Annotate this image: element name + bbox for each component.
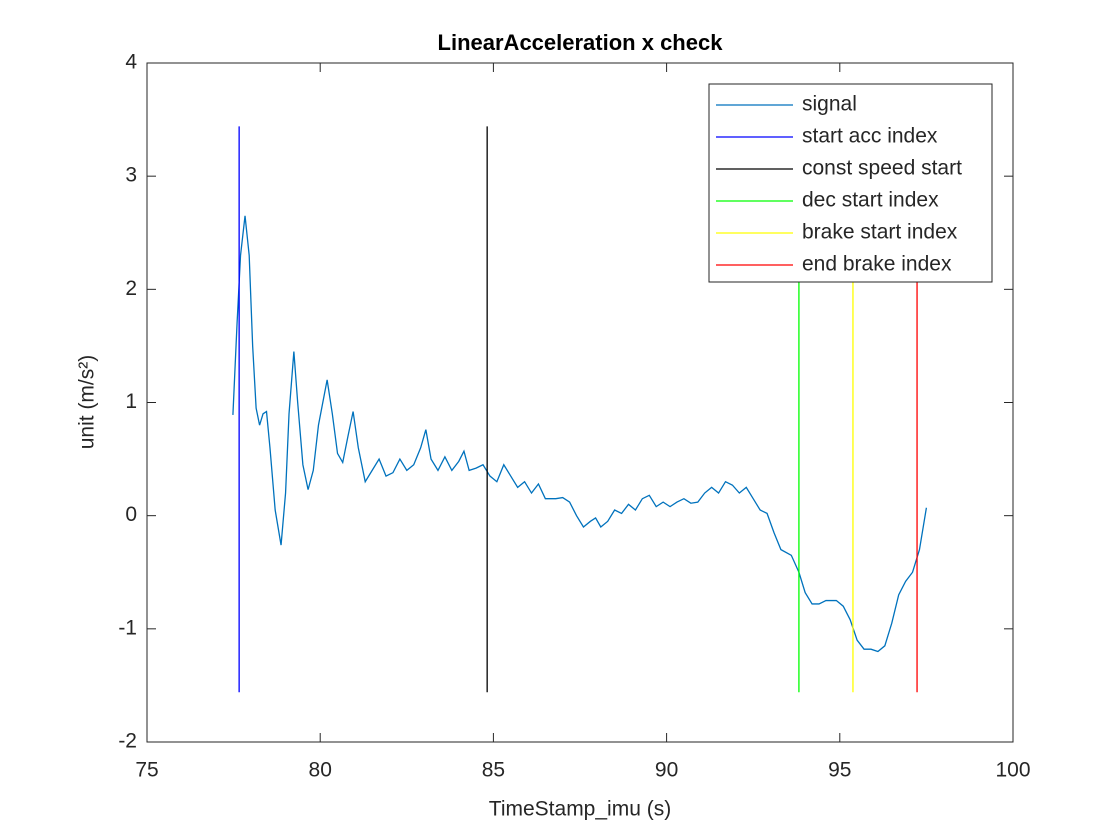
legend-label: end brake index <box>802 253 952 276</box>
x-tick-label: 100 <box>995 759 1030 782</box>
legend-label: signal <box>802 93 857 116</box>
legend: signal start acc index const speed start de… <box>708 83 993 283</box>
x-tick-label: 90 <box>655 759 678 782</box>
y-tick-label: 2 <box>125 277 137 300</box>
y-axis-label: unit (m/s²) <box>76 355 99 450</box>
x-tick-label: 95 <box>828 759 851 782</box>
x-axis-label: TimeStamp_imu (s) <box>489 798 671 821</box>
y-tick-label: 3 <box>125 164 137 187</box>
legend-label: dec start index <box>802 189 939 212</box>
x-tick-label: 75 <box>135 759 158 782</box>
series-line <box>232 215 928 653</box>
legend-label: start acc index <box>802 125 938 148</box>
legend-label: brake start index <box>802 221 958 244</box>
legend-label: const speed start <box>802 157 962 180</box>
y-tick-label: 1 <box>125 390 137 413</box>
chart-title: LinearAcceleration x check <box>438 30 724 55</box>
y-tick-label: -2 <box>118 730 137 753</box>
axes-box <box>146 62 1014 743</box>
x-tick-label: 80 <box>309 759 332 782</box>
y-tick-label: -1 <box>118 616 137 639</box>
x-tick-label: 85 <box>482 759 505 782</box>
legend-box <box>708 83 993 283</box>
y-tick-label: 4 <box>125 51 137 74</box>
y-tick-label: 0 <box>125 503 137 526</box>
